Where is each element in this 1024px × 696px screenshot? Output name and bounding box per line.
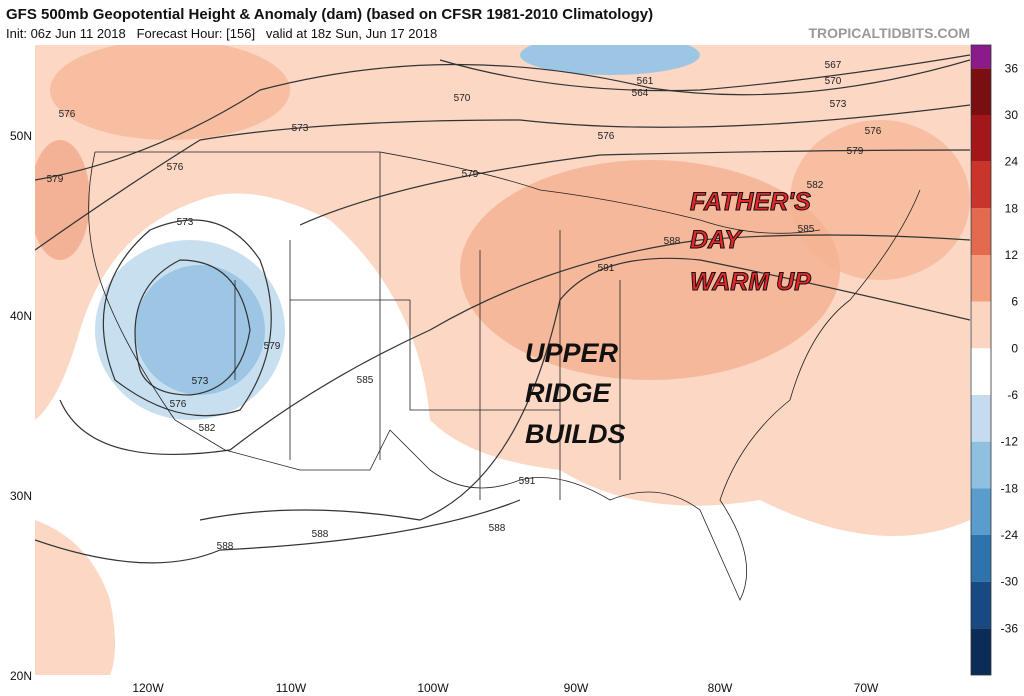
colorbar-bin (971, 581, 991, 629)
watermark: TROPICALTIDBITS.COM (808, 25, 970, 41)
colorbar-cap (971, 45, 991, 69)
annotation: DAY (690, 226, 743, 254)
colorbar-tick-label: 12 (1005, 248, 1019, 262)
colorbar-tick-label: -30 (1001, 575, 1019, 589)
colorbar: 36 30 24 18 12 6 0 -6 -12 -18 -24 -30 -36 (970, 44, 1019, 676)
contour-label: 582 (807, 180, 824, 191)
contour-label: 579 (462, 169, 479, 180)
colorbar-bin (971, 301, 991, 349)
map-field (35, 45, 970, 675)
colorbar-bin (971, 535, 991, 582)
contour-label: 570 (825, 76, 842, 87)
contour-label: 573 (192, 376, 209, 387)
lat-label: 40N (10, 309, 32, 323)
lon-label: 90W (564, 681, 589, 695)
contour-label: 573 (830, 99, 847, 110)
colorbar-bin (971, 161, 991, 209)
contour-label: 579 (264, 341, 281, 352)
colorbar-tick-label: 18 (1005, 201, 1019, 215)
contour-label: 579 (47, 174, 64, 185)
colorbar-tick-label: -12 (1001, 435, 1019, 449)
lon-label: 120W (132, 681, 164, 695)
contour-label: 585 (798, 224, 815, 235)
contour-label: 573 (177, 217, 194, 228)
contour-label: 576 (59, 109, 76, 120)
contour-label: 561 (637, 76, 654, 87)
contour-label: 567 (825, 60, 842, 71)
colorbar-tick-label: -24 (1001, 528, 1019, 542)
contour-label: 588 (664, 236, 681, 247)
contour-label: 576 (167, 162, 184, 173)
annotation: RIDGE (525, 378, 612, 408)
contour-label: 570 (454, 93, 471, 104)
colorbar-frame (970, 44, 992, 676)
lon-label: 70W (854, 681, 879, 695)
contour-label: 576 (865, 126, 882, 137)
colorbar-tick-label: -36 (1001, 621, 1019, 635)
contour-label: 582 (199, 423, 216, 434)
colorbar-bin (971, 488, 991, 535)
contour-label: 585 (357, 375, 374, 386)
annotation: UPPER (525, 338, 619, 368)
colorbar-tick-label: 36 (1005, 61, 1019, 75)
lat-label: 20N (10, 669, 32, 683)
annotation: FATHER'S (690, 188, 811, 216)
lat-label: 50N (10, 129, 32, 143)
contour-label: 573 (292, 123, 309, 134)
colorbar-tick-label: 0 (1011, 341, 1018, 355)
colorbar-tick-label: 30 (1005, 108, 1019, 122)
lon-label: 80W (708, 681, 733, 695)
colorbar-bin (971, 395, 991, 442)
lat-label: 30N (10, 489, 32, 503)
contour-label: 564 (632, 88, 649, 99)
contour-label: 588 (217, 541, 234, 552)
colorbar-tick-label: -18 (1001, 481, 1019, 495)
lon-label: 110W (276, 681, 307, 695)
contour-label: 591 (519, 476, 536, 487)
contour-label: 588 (489, 523, 506, 534)
colorbar-tick-label: 24 (1005, 155, 1019, 169)
colorbar-bin (971, 255, 991, 302)
colorbar-bin (971, 348, 991, 395)
contour-label: 579 (847, 146, 864, 157)
contour-label: 576 (170, 399, 187, 410)
annotation: WARM UP (690, 268, 811, 296)
annotation: BUILDS (525, 419, 626, 449)
colorbar-tick-label: 6 (1011, 295, 1018, 309)
colorbar-bin (971, 441, 991, 489)
contour-label: 591 (598, 263, 615, 274)
contour-label: 588 (312, 529, 329, 540)
contour-label: 576 (598, 131, 615, 142)
lon-label: 100W (417, 681, 449, 695)
colorbar-bin (971, 208, 991, 255)
colorbar-bin (971, 115, 991, 162)
title: GFS 500mb Geopotential Height & Anomaly … (6, 6, 653, 23)
subtitle: Init: 06z Jun 11 2018 Forecast Hour: [15… (6, 26, 437, 41)
colorbar-cap (971, 628, 991, 675)
colorbar-tick-label: -6 (1007, 388, 1018, 402)
colorbar-bin (971, 68, 991, 115)
